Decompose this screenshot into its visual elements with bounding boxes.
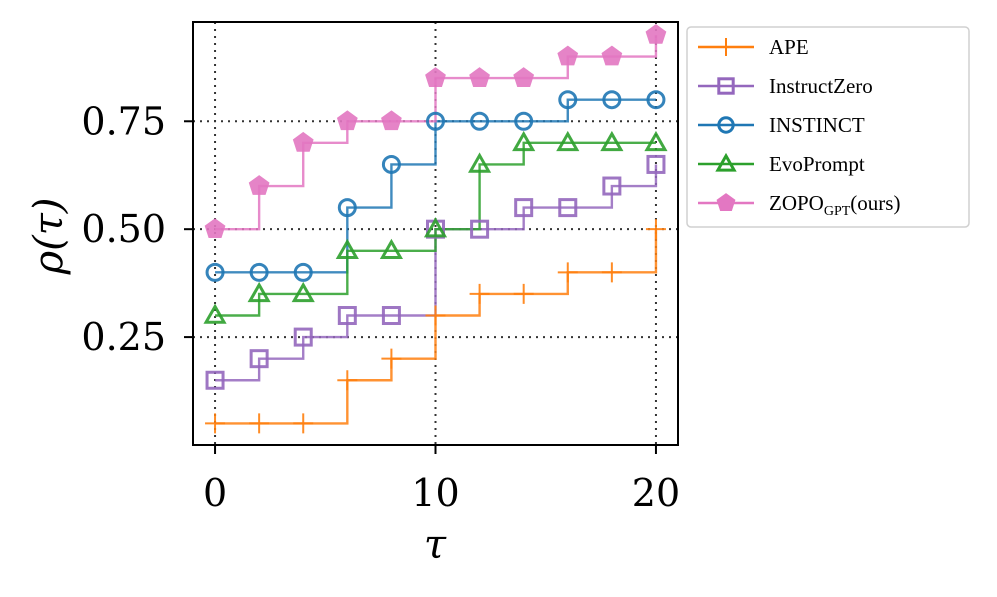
y-axis-label: ρ(τ): [26, 198, 72, 276]
data-point-ape: [205, 413, 226, 434]
data-point-zopo-gpt-ours: [248, 175, 270, 195]
data-point-instinct: [514, 111, 534, 131]
series-line-evoprompt: [215, 141, 656, 317]
data-point-evoprompt: [468, 152, 492, 173]
series-markers: [203, 24, 668, 434]
x-tick-label: 10: [411, 471, 459, 515]
data-point-ape: [513, 283, 534, 304]
legend-entry-zopo-gpt-ours: ZOPOGPT(ours): [698, 191, 900, 219]
data-point-ape: [469, 283, 490, 304]
data-point-ape: [293, 413, 314, 434]
data-point-zopo-gpt-ours: [204, 218, 226, 239]
legend-marker: [716, 193, 736, 212]
legend-label: INSTINCT: [769, 113, 865, 137]
legend-label: ZOPOGPT(ours): [769, 191, 900, 219]
data-point-instructzero: [205, 370, 225, 390]
data-point-instinct: [205, 262, 225, 282]
y-tick-label: 0.75: [81, 99, 166, 143]
y-tick-label: 0.50: [81, 207, 166, 251]
data-point-instinct: [337, 198, 357, 218]
data-point-evoprompt: [600, 130, 624, 152]
data-point-instructzero: [558, 198, 578, 218]
data-point-evoprompt: [556, 130, 580, 152]
legend-entry-ape: APE: [698, 35, 809, 59]
data-point-zopo-gpt-ours: [381, 110, 402, 131]
legend-marker: [715, 152, 737, 172]
legend: APE InstructZero INSTINCT EvoPrompt ZOPOGPT(…: [686, 26, 970, 228]
data-point-ape: [249, 413, 270, 434]
data-point-ape: [601, 262, 622, 283]
data-point-evoprompt: [203, 303, 227, 324]
data-point-instinct: [381, 154, 401, 174]
data-point-instinct: [426, 111, 445, 131]
data-point-evoprompt: [335, 238, 359, 260]
data-point-zopo-gpt-ours: [513, 67, 535, 87]
data-point-instructzero: [381, 306, 401, 326]
data-point-evoprompt: [379, 238, 403, 260]
data-point-instinct: [602, 90, 622, 110]
data-point-evoprompt: [644, 130, 668, 152]
legend-label: EvoPrompt: [769, 152, 865, 176]
data-point-zopo-gpt-ours: [645, 24, 667, 44]
series-line-zopo-gpt-ours: [215, 34, 658, 231]
data-point-zopo-gpt-ours: [292, 131, 314, 152]
legend-marker: [717, 116, 735, 134]
data-point-instructzero: [470, 219, 490, 239]
data-point-ape: [645, 219, 666, 240]
data-point-instinct: [293, 262, 313, 282]
data-point-evoprompt: [291, 281, 315, 303]
legend-label: InstructZero: [769, 74, 873, 98]
data-point-zopo-gpt-ours: [469, 67, 490, 87]
data-point-instructzero: [293, 327, 313, 347]
series-line-instructzero: [215, 164, 658, 382]
legend-marker: [717, 38, 735, 56]
data-point-instinct: [646, 90, 666, 110]
axis-ticks: 0 10 20 0.25 0.50 0.75: [81, 99, 680, 515]
legend-entry-evoprompt: EvoPrompt: [698, 152, 865, 176]
data-point-evoprompt: [423, 217, 448, 238]
data-point-instructzero: [602, 176, 622, 196]
data-point-ape: [557, 262, 578, 283]
data-point-instinct: [470, 111, 490, 131]
data-point-zopo-gpt-ours: [336, 110, 358, 131]
data-point-instinct: [558, 90, 578, 110]
data-point-ape: [425, 305, 446, 326]
legend-box: [686, 26, 970, 228]
data-point-instructzero: [514, 198, 534, 218]
legend-marker: [717, 77, 735, 95]
y-tick-label: 0.25: [81, 315, 166, 359]
data-point-instructzero: [646, 154, 666, 174]
data-point-zopo-gpt-ours: [601, 45, 623, 66]
legend-entry-instinct: INSTINCT: [698, 113, 865, 137]
x-tick-label: 0: [203, 471, 227, 515]
data-point-evoprompt: [512, 130, 536, 152]
data-point-instinct: [249, 262, 269, 282]
data-point-instructzero: [249, 349, 269, 369]
legend-label: APE: [769, 35, 809, 59]
data-point-ape: [337, 370, 358, 391]
legend-entry-instructzero: InstructZero: [698, 74, 873, 98]
data-point-ape: [381, 348, 402, 369]
data-point-instructzero: [337, 306, 357, 326]
x-tick-label: 20: [632, 471, 680, 515]
data-point-zopo-gpt-ours: [557, 45, 579, 66]
data-point-evoprompt: [247, 281, 271, 303]
data-point-zopo-gpt-ours: [425, 67, 446, 87]
x-axis-label: τ: [424, 522, 447, 568]
